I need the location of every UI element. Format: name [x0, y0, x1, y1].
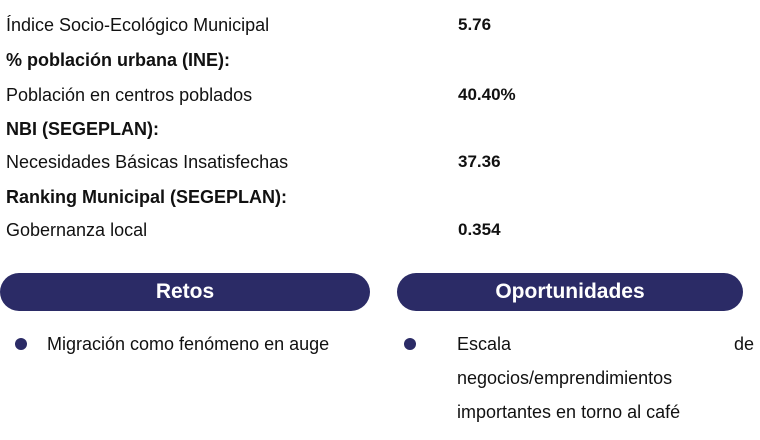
oportunidad-item-line: negocios/emprendimientos [457, 368, 673, 388]
indicator-heading-poblacion-urbana: % población urbana (INE): [6, 50, 231, 70]
indicator-row-nbi: Necesidades Básicas Insatisfechas 37.36 [6, 147, 746, 177]
indicator-value: 0.354 [458, 220, 501, 239]
indicator-heading-ranking: Ranking Municipal (SEGEPLAN): [6, 187, 288, 207]
indicator-row-socio-ecologico: Índice Socio-Ecológico Municipal 5.76 [6, 10, 746, 40]
indicator-label: Índice Socio-Ecológico Municipal [6, 15, 270, 35]
oportunidades-header: Oportunidades [397, 273, 743, 311]
oportunidad-word: de [733, 334, 754, 354]
bullet-icon [404, 338, 416, 350]
bullet-icon [15, 338, 27, 350]
indicator-label: Gobernanza local [6, 220, 148, 240]
indicator-label: Población en centros poblados [6, 85, 253, 105]
indicator-value: 40.40% [458, 85, 516, 104]
oportunidad-item-line: Escala de [457, 327, 754, 361]
indicator-value: 37.36 [458, 152, 501, 171]
oportunidad-word: Escala [457, 334, 512, 354]
reto-item: Migración como fenómeno en auge [47, 334, 330, 354]
oportunidad-item-line: importantes en torno al café [457, 402, 681, 422]
indicator-value: 5.76 [458, 15, 492, 34]
retos-header: Retos [0, 273, 370, 311]
indicator-row-gobernanza: Gobernanza local 0.354 [6, 215, 746, 245]
indicator-heading-nbi: NBI (SEGEPLAN): [6, 119, 159, 139]
indicator-label: Necesidades Básicas Insatisfechas [6, 152, 289, 172]
indicator-row-poblacion: Población en centros poblados 40.40% [6, 80, 746, 110]
